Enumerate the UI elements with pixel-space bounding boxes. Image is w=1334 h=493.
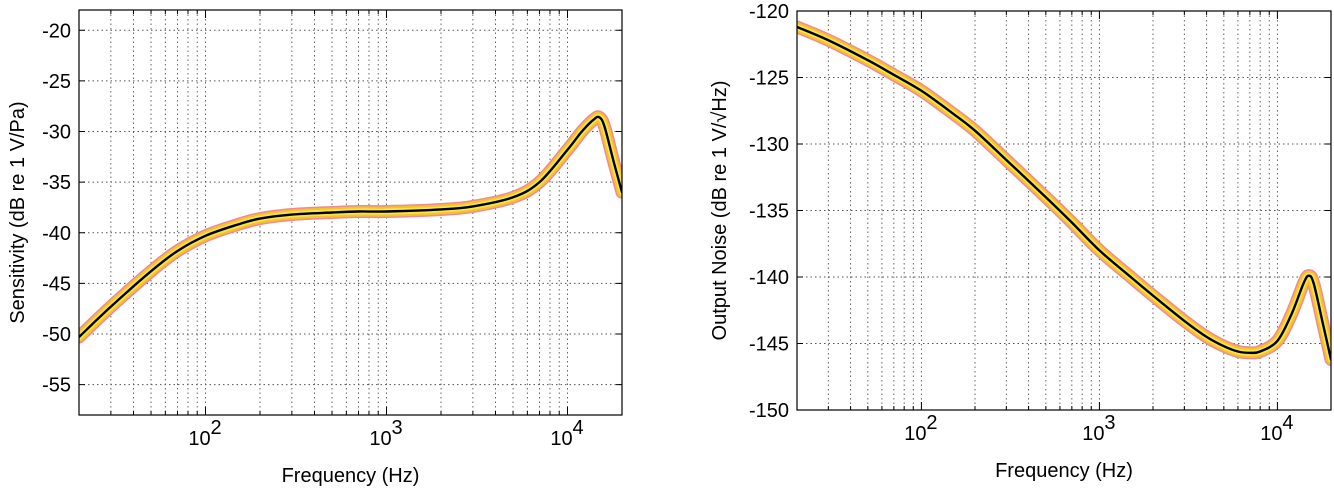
y-axis-label: Output Noise (dB re 1 V/√Hz)	[709, 81, 731, 341]
series-line	[797, 25, 1331, 361]
x-tick-exponent: 4	[1282, 412, 1293, 434]
data-point	[867, 59, 869, 62]
data-point	[1223, 345, 1225, 347]
data-point	[1312, 282, 1315, 285]
data-point	[1249, 352, 1251, 354]
data-point	[1302, 282, 1305, 285]
data-point	[920, 90, 923, 92]
data-point	[236, 223, 239, 226]
x-tick-exponent: 3	[392, 417, 403, 439]
data-point	[593, 118, 595, 121]
data-point	[331, 211, 333, 214]
data-point	[1098, 249, 1101, 252]
y-tick-label: -40	[42, 223, 71, 245]
y-tick-label: -20	[42, 20, 71, 42]
x-axis-label: Frequency (Hz)	[995, 460, 1133, 482]
data-point	[1005, 159, 1008, 161]
x-axis-label: Frequency (Hz)	[282, 465, 420, 487]
data-point	[150, 270, 152, 273]
y-tick-label: -140	[749, 267, 789, 289]
data-point	[1152, 294, 1154, 297]
data-point	[1322, 322, 1324, 325]
axes-frame	[78, 9, 623, 416]
data-point	[472, 205, 474, 208]
data-point	[1071, 221, 1073, 224]
data-point	[204, 234, 207, 237]
series-band-inner	[797, 23, 1331, 363]
data-point	[566, 148, 569, 151]
data-point	[951, 112, 954, 115]
series-line	[79, 115, 622, 339]
y-tick-label: -50	[42, 324, 71, 346]
data-point	[357, 210, 360, 213]
data-point	[827, 39, 830, 42]
series-band	[797, 21, 1331, 365]
data-point	[176, 250, 179, 252]
series-band-inner	[79, 113, 622, 341]
data-point	[440, 208, 442, 211]
series-band	[79, 111, 622, 343]
data-point	[612, 161, 615, 163]
x-tick-label: 10	[1082, 423, 1104, 445]
series-group	[797, 20, 1331, 366]
y-tick-label: -35	[42, 172, 71, 194]
x-tick-exponent: 2	[926, 412, 937, 434]
y-tick-label: -45	[42, 273, 71, 295]
series-group	[79, 110, 622, 344]
data-point	[1183, 320, 1186, 322]
data-point	[512, 196, 514, 199]
y-tick-label: -30	[42, 122, 71, 144]
x-tick-exponent: 2	[211, 417, 222, 439]
x-tick-exponent: 4	[573, 417, 584, 439]
data-point	[110, 305, 112, 308]
data-point	[1276, 340, 1279, 342]
y-tick-label: -120	[749, 1, 789, 23]
y-tick-label: -55	[42, 375, 71, 397]
data-point	[1259, 350, 1261, 353]
tick-marks	[79, 10, 622, 415]
data-point	[598, 116, 601, 119]
x-tick-label: 10	[188, 428, 210, 450]
data-point	[974, 129, 976, 132]
x-tick-label: 10	[904, 423, 926, 445]
data-point	[1307, 274, 1310, 277]
x-tick-label: 10	[550, 428, 572, 450]
data-point	[1045, 196, 1047, 198]
axes-frame	[796, 10, 1332, 411]
x-tick-exponent: 3	[1104, 412, 1115, 434]
data-point	[1205, 336, 1208, 338]
y-tick-label: -130	[749, 134, 789, 156]
x-tick-label: 10	[1260, 423, 1282, 445]
y-tick-label: -145	[749, 334, 789, 356]
data-point	[291, 213, 293, 216]
data-point	[1290, 313, 1293, 316]
series-band-outer	[797, 20, 1331, 366]
data-point	[581, 130, 583, 133]
y-tick-label: -135	[749, 201, 789, 223]
y-tick-label: -25	[42, 71, 71, 93]
data-point	[603, 125, 606, 128]
y-axis-label: Sensitivity (dB re 1 V/Pa)	[7, 101, 29, 323]
data-point	[893, 74, 895, 76]
y-tick-label: -125	[749, 68, 789, 90]
data-point	[1237, 350, 1239, 353]
x-tick-label: 10	[369, 428, 391, 450]
data-point	[538, 181, 541, 183]
data-point	[259, 217, 261, 220]
series-band-outer	[79, 110, 622, 344]
data-point	[1129, 276, 1132, 278]
data-point	[385, 210, 388, 213]
y-tick-label: -150	[749, 400, 789, 422]
